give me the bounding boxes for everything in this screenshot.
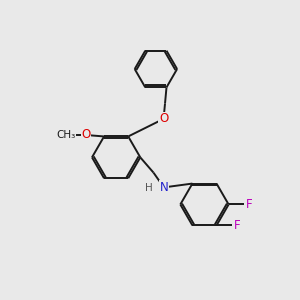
Text: O: O (159, 112, 168, 125)
Text: F: F (234, 219, 241, 232)
Text: H: H (145, 183, 152, 193)
Text: F: F (246, 198, 253, 211)
Text: N: N (160, 181, 168, 194)
Text: O: O (81, 128, 90, 142)
Text: CH₃: CH₃ (56, 130, 76, 140)
